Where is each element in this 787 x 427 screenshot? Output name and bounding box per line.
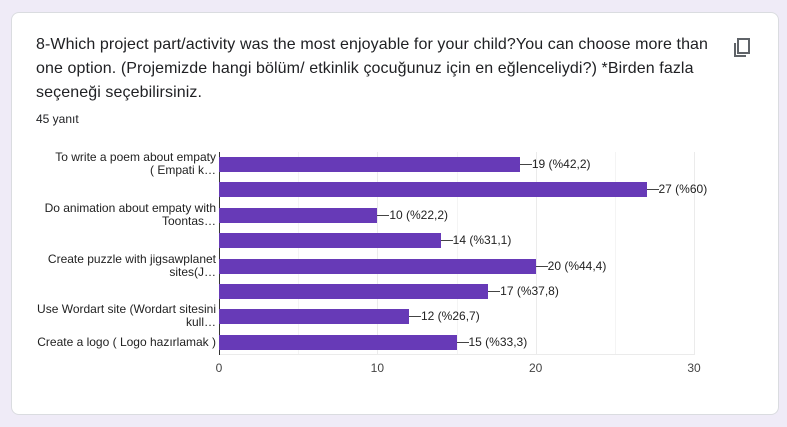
response-count: 45 yanıt <box>36 112 79 126</box>
copy-chart-button[interactable] <box>730 35 756 61</box>
copy-icon <box>734 38 750 57</box>
question-card: 8-Which project part/activity was the mo… <box>11 12 779 415</box>
question-title: 8-Which project part/activity was the mo… <box>36 36 709 101</box>
